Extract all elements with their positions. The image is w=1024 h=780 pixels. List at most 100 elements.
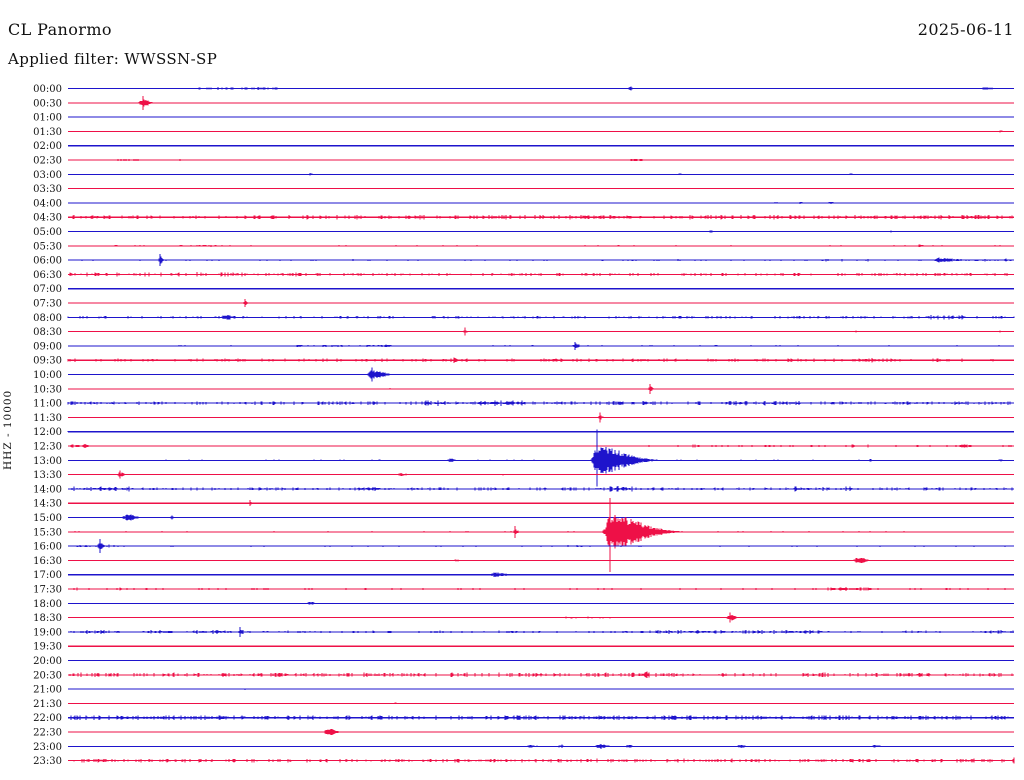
trace-waveform	[74, 558, 1012, 563]
trace-row[interactable]: 11:00	[33, 399, 1014, 410]
trace-waveform	[879, 645, 883, 647]
trace-row[interactable]: 01:30	[33, 127, 1014, 138]
row-time-label: 21:30	[33, 699, 62, 710]
trace-row[interactable]: 08:00	[33, 313, 1015, 324]
trace-row[interactable]: 22:00	[33, 713, 1014, 724]
row-time-label: 03:00	[33, 170, 62, 181]
trace-row[interactable]: 14:00	[33, 484, 1014, 495]
trace-row[interactable]: 16:00	[33, 539, 1014, 554]
trace-row[interactable]: 03:30	[33, 184, 1014, 195]
filter-label: Applied filter: WWSSN-SP	[8, 50, 218, 68]
trace-waveform	[243, 688, 248, 690]
trace-row[interactable]: 15:30	[33, 497, 1014, 572]
trace-row[interactable]: 05:00	[33, 227, 1014, 238]
trace-waveform	[70, 444, 1014, 448]
row-time-label: 10:00	[33, 370, 62, 381]
trace-row[interactable]: 19:00	[33, 626, 1014, 639]
trace-waveform	[117, 158, 643, 162]
trace-waveform	[67, 430, 988, 433]
row-time-label: 23:30	[33, 756, 62, 767]
trace-row[interactable]: 02:00	[33, 141, 1014, 152]
trace-row[interactable]: 21:00	[33, 685, 1014, 696]
row-time-label: 09:00	[33, 341, 62, 352]
trace-waveform	[68, 472, 975, 477]
trace-row[interactable]: 10:00	[33, 367, 1014, 382]
trace-row[interactable]: 19:30	[33, 642, 1014, 653]
row-time-label: 09:30	[33, 356, 62, 367]
row-time-label: 22:00	[33, 713, 62, 724]
trace-row[interactable]: 06:00	[33, 254, 1014, 267]
trace-row[interactable]: 05:30	[33, 241, 1014, 252]
trace-row[interactable]: 12:00	[33, 427, 1014, 438]
trace-waveform	[367, 370, 393, 379]
trace-row[interactable]: 00:00	[33, 84, 1014, 95]
row-time-label: 02:30	[33, 156, 62, 167]
station-title: CL Panormo	[8, 20, 112, 39]
trace-waveform	[998, 130, 1003, 133]
trace-waveform	[708, 230, 892, 233]
row-time-label: 11:00	[33, 399, 62, 410]
trace-waveform	[307, 602, 315, 605]
trace-waveform	[68, 486, 1013, 492]
trace-row[interactable]: 04:30	[33, 213, 1014, 224]
trace-waveform	[67, 357, 1000, 364]
row-time-label: 20:00	[33, 656, 62, 667]
trace-waveform	[135, 446, 1003, 475]
trace-waveform	[69, 671, 1013, 678]
row-time-label: 19:30	[33, 642, 62, 653]
row-time-label: 07:30	[33, 299, 62, 310]
row-time-label: 14:30	[33, 499, 62, 510]
row-time-label: 15:30	[33, 527, 62, 538]
trace-waveform	[68, 629, 1014, 634]
trace-waveform	[322, 729, 340, 735]
trace-row[interactable]: 17:30	[33, 585, 1014, 596]
trace-row[interactable]: 16:30	[33, 556, 1014, 567]
row-time-label: 14:00	[33, 484, 62, 495]
trace-row[interactable]: 07:00	[33, 284, 1014, 295]
trace-row[interactable]: 14:30	[33, 499, 1014, 510]
trace-waveform	[91, 743, 945, 749]
trace-waveform	[94, 86, 994, 91]
trace-waveform	[75, 541, 1006, 551]
trace-row[interactable]: 22:30	[33, 728, 1014, 739]
trace-row[interactable]: 09:30	[33, 356, 1014, 367]
trace-waveform	[309, 173, 853, 176]
row-time-label: 05:30	[33, 241, 62, 252]
trace-row[interactable]: 20:30	[33, 670, 1014, 681]
trace-row[interactable]: 15:00	[33, 513, 1014, 524]
trace-row[interactable]: 23:00	[33, 742, 1014, 753]
trace-row[interactable]: 10:30	[33, 383, 1014, 396]
trace-row[interactable]: 18:30	[33, 612, 1014, 625]
trace-row[interactable]: 01:00	[33, 113, 1014, 124]
row-time-label: 01:30	[33, 127, 62, 138]
trace-row[interactable]: 23:30	[33, 756, 1015, 767]
trace-row[interactable]: 13:30	[33, 470, 1014, 481]
trace-row[interactable]: 13:00	[33, 429, 1014, 487]
row-time-label: 13:30	[33, 470, 62, 481]
row-time-label: 06:00	[33, 256, 62, 267]
trace-row[interactable]: 17:00	[33, 570, 1014, 581]
trace-row[interactable]: 07:30	[33, 299, 1014, 310]
trace-row[interactable]: 18:00	[33, 599, 1014, 610]
trace-row[interactable]: 21:30	[33, 699, 1014, 710]
trace-row[interactable]: 12:30	[33, 442, 1014, 453]
trace-row[interactable]: 03:00	[33, 170, 1014, 181]
trace-waveform	[138, 99, 153, 107]
trace-waveform	[70, 715, 1009, 720]
trace-row[interactable]: 09:00	[33, 341, 1014, 352]
trace-waveform	[78, 343, 1009, 349]
trace-row[interactable]: 04:00	[33, 198, 1014, 209]
trace-waveform	[72, 215, 1013, 220]
trace-row[interactable]: 08:30	[33, 327, 1014, 338]
trace-row[interactable]: 00:30	[33, 95, 1014, 110]
trace-waveform	[68, 514, 1007, 521]
trace-row[interactable]: 11:30	[33, 412, 1014, 424]
trace-row[interactable]: 02:30	[33, 156, 1014, 167]
date-label: 2025-06-11	[917, 20, 1014, 39]
trace-row[interactable]: 20:00	[33, 656, 1014, 667]
trace-row[interactable]: 06:30	[33, 270, 1014, 281]
row-time-label: 16:00	[33, 542, 62, 553]
trace-waveform	[86, 572, 1014, 577]
